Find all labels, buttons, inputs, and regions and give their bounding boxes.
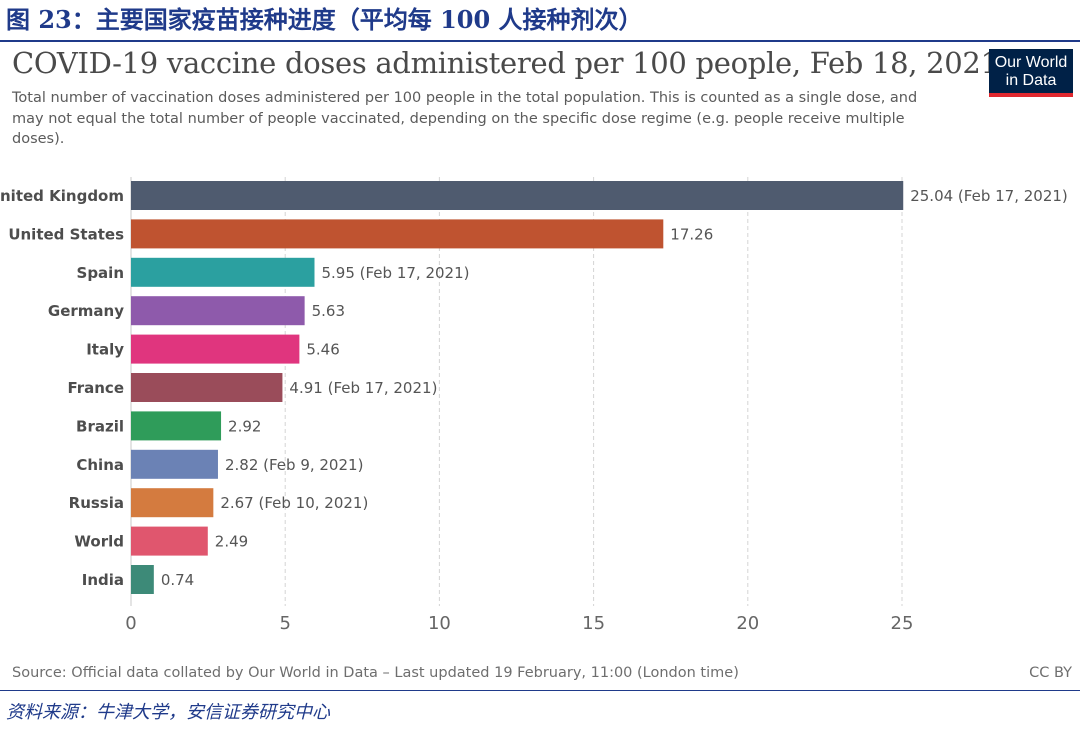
value-label: 25.04 (Feb 17, 2021) bbox=[910, 187, 1068, 205]
logo-line-2: in Data bbox=[1005, 72, 1057, 89]
license-link[interactable]: CC BY bbox=[1029, 665, 1072, 681]
bar bbox=[131, 565, 154, 594]
category-label: World bbox=[74, 533, 124, 551]
value-label: 5.46 bbox=[306, 341, 339, 359]
x-tick-label: 15 bbox=[582, 613, 605, 634]
logo-line-1: Our World bbox=[994, 54, 1068, 71]
value-label: 17.26 bbox=[670, 225, 713, 243]
bar bbox=[131, 449, 218, 479]
category-label: Spain bbox=[77, 264, 124, 282]
value-label: 4.91 (Feb 17, 2021) bbox=[289, 379, 437, 397]
value-label: 0.74 bbox=[161, 571, 194, 589]
category-label: United States bbox=[8, 225, 124, 243]
value-label: 2.67 (Feb 10, 2021) bbox=[220, 494, 368, 512]
bar bbox=[131, 296, 305, 326]
bar bbox=[131, 526, 208, 556]
value-label: 2.92 bbox=[228, 417, 261, 435]
bar bbox=[131, 181, 904, 210]
value-label: 5.95 (Feb 17, 2021) bbox=[321, 264, 469, 282]
value-label: 2.82 (Feb 9, 2021) bbox=[225, 456, 363, 474]
x-tick-label: 20 bbox=[736, 613, 759, 634]
bar bbox=[131, 373, 283, 402]
bar bbox=[131, 257, 315, 287]
category-label: Russia bbox=[69, 494, 124, 512]
figure-source-note: 资料来源：牛津大学，安信证券研究中心 bbox=[6, 702, 330, 723]
x-tick-label: 10 bbox=[428, 613, 451, 634]
category-label: Brazil bbox=[76, 417, 124, 435]
chart-subtitle: Total number of vaccination doses admini… bbox=[12, 90, 918, 147]
x-tick-label: 5 bbox=[279, 613, 290, 634]
owid-logo[interactable]: Our World in Data bbox=[989, 49, 1073, 97]
value-label: 5.63 bbox=[312, 302, 345, 320]
bar bbox=[131, 488, 214, 518]
category-label: China bbox=[76, 456, 124, 474]
category-label: Italy bbox=[86, 341, 124, 359]
category-label: India bbox=[82, 571, 124, 589]
x-tick-label: 0 bbox=[125, 613, 136, 634]
value-label: 2.49 bbox=[215, 533, 248, 551]
bar bbox=[131, 411, 222, 441]
bottom-divider bbox=[0, 690, 1080, 691]
bar-chart: United Kingdom 25.04 (Feb 17, 2021) United… bbox=[0, 177, 1068, 634]
figure-caption: 图 23：主要国家疫苗接种进度（平均每 100 人接种剂次） bbox=[6, 5, 643, 34]
chart-source: Source: Official data collated by Our Wo… bbox=[12, 665, 739, 681]
x-tick-label: 25 bbox=[891, 613, 914, 634]
category-label: Germany bbox=[48, 302, 124, 320]
category-label: France bbox=[67, 379, 124, 397]
category-label: United Kingdom bbox=[0, 187, 124, 205]
top-divider bbox=[0, 40, 1080, 42]
chart-title: COVID-19 vaccine doses administered per … bbox=[12, 46, 999, 80]
bar bbox=[131, 334, 300, 364]
bar bbox=[131, 219, 664, 249]
